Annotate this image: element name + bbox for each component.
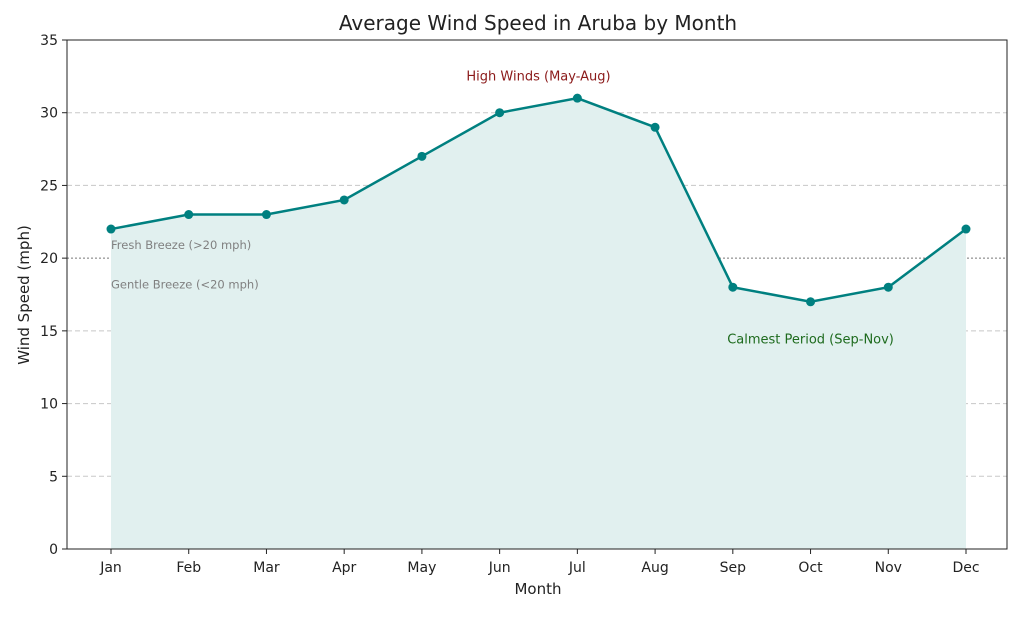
data-point-jul xyxy=(572,93,582,103)
plot-frame xyxy=(66,39,1008,550)
y-tick-label: 0 xyxy=(49,542,58,558)
y-tick-label: 30 xyxy=(40,106,58,122)
chart-title: Average Wind Speed in Aruba by Month xyxy=(339,11,737,35)
y-tick-label: 10 xyxy=(40,397,58,413)
x-tick-label: Sep xyxy=(720,560,747,576)
x-tick-label: Oct xyxy=(798,560,823,576)
x-tick-label: Apr xyxy=(332,560,356,576)
annotation: High Winds (May-Aug) xyxy=(466,69,610,84)
y-tick-label: 5 xyxy=(49,469,58,485)
y-tick-label: 20 xyxy=(40,251,58,267)
series-line xyxy=(110,96,967,304)
data-point-dec xyxy=(961,224,971,234)
data-point-jan xyxy=(106,224,116,234)
x-tick-label: Dec xyxy=(952,560,979,576)
data-point-mar xyxy=(261,210,271,220)
x-tick-label: Jun xyxy=(488,560,511,576)
x-tick-label: Jan xyxy=(99,560,122,576)
data-point-nov xyxy=(883,282,893,292)
data-point-oct xyxy=(806,297,816,307)
x-axis-label: Month xyxy=(514,580,561,598)
data-point-aug xyxy=(650,122,660,132)
y-tick-label: 25 xyxy=(40,178,58,194)
area-fill xyxy=(111,98,966,550)
x-tick-label: Jul xyxy=(568,560,586,576)
annotation: Fresh Breeze (>20 mph) xyxy=(111,238,251,252)
y-tick-label: 35 xyxy=(40,33,58,49)
x-tick-label: Mar xyxy=(253,560,280,576)
data-point-jun xyxy=(495,108,505,118)
x-tick-label: Aug xyxy=(641,560,668,576)
data-point-sep xyxy=(728,282,738,292)
x-tick-label: Feb xyxy=(176,560,201,576)
annotation: Calmest Period (Sep-Nov) xyxy=(727,333,894,348)
data-point-feb xyxy=(184,210,194,220)
y-axis-label: Wind Speed (mph) xyxy=(15,225,33,365)
x-tick-label: Nov xyxy=(875,560,902,576)
x-tick-label: May xyxy=(407,560,436,576)
y-tick-label: 15 xyxy=(40,324,58,340)
annotation: Gentle Breeze (<20 mph) xyxy=(111,277,259,291)
data-point-apr xyxy=(339,195,349,205)
data-point-may xyxy=(417,151,427,161)
